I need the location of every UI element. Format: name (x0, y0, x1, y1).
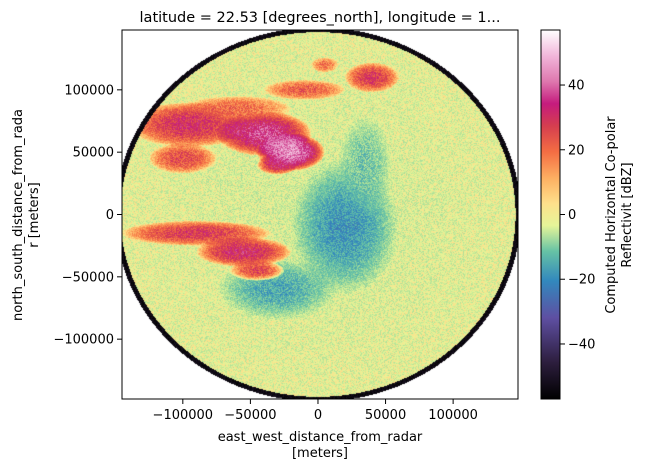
y-tick-label: −100000 (53, 333, 114, 348)
colorbar-label: Computed Horizontal Co-polar (604, 116, 619, 314)
chart-title: latitude = 22.53 [degrees_north], longit… (140, 10, 501, 26)
y-tick-label: 100000 (64, 83, 114, 98)
x-axis-label-units: [meters] (292, 446, 348, 461)
x-tick-label: −50000 (224, 408, 276, 423)
y-tick-label: 50000 (73, 146, 114, 161)
x-axis-ticks: −100000 −50000 0 50000 100000 (153, 399, 478, 423)
x-tick-label: 0 (314, 408, 322, 423)
plot-area (121, 29, 519, 400)
x-axis-label: east_west_distance_from_radar (218, 430, 423, 445)
x-tick-label: 50000 (365, 408, 406, 423)
x-tick-label: 100000 (428, 408, 478, 423)
y-axis-label: north_south_distance_from_rada (11, 109, 26, 321)
colorbar-ticks: 40 20 0 −20 −40 (560, 79, 595, 352)
colorbar-tick-label: 40 (568, 79, 585, 94)
colorbar-tick-label: −40 (568, 337, 595, 352)
colorbar-label-units: Reflectivit [dBZ] (620, 162, 635, 267)
x-tick-label: −100000 (153, 408, 214, 423)
y-tick-label: −50000 (62, 270, 114, 285)
colorbar-tick-label: 20 (568, 143, 585, 158)
colorbar-tick-label: −20 (568, 273, 595, 288)
radar-reflectivity-image (122, 30, 518, 399)
y-axis-label-units: r [meters] (27, 182, 42, 248)
y-tick-label: 0 (106, 208, 114, 223)
radar-sweep (122, 30, 518, 399)
y-axis-ticks: 100000 50000 0 −50000 −100000 (53, 83, 122, 348)
colorbar: 40 20 0 −20 −40 Computed Horizontal Co-polar… (540, 29, 635, 400)
colorbar-tick-label: 0 (568, 208, 576, 223)
colorbar-gradient (540, 29, 561, 400)
